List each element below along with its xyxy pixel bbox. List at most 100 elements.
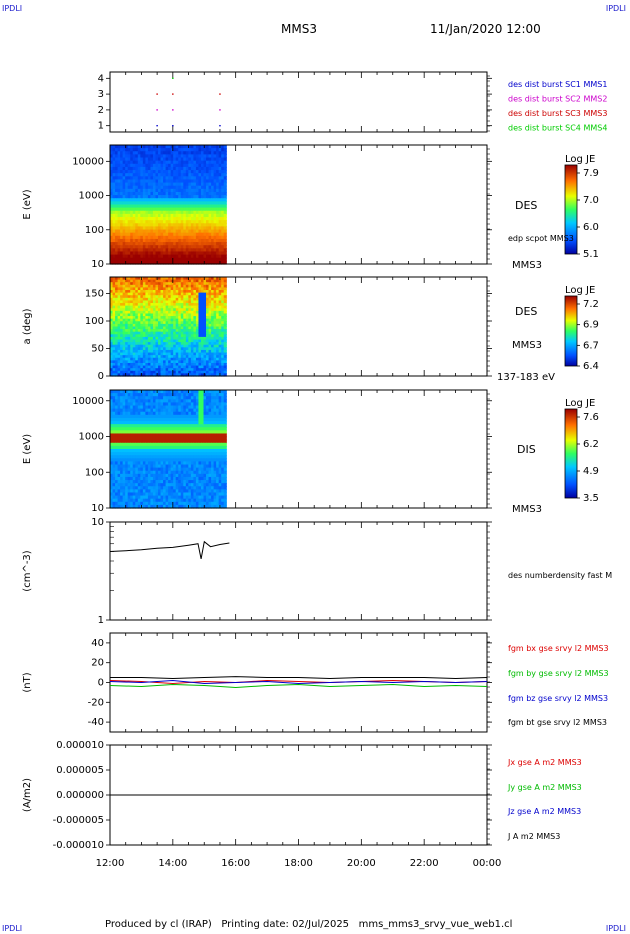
spectrogram-cell <box>117 188 121 193</box>
spectrogram-cell <box>178 310 182 315</box>
spectrogram-cell <box>221 316 225 320</box>
spectrogram-cell <box>142 223 146 228</box>
spectrogram-cell <box>147 352 152 356</box>
spectrogram-cell <box>216 339 220 343</box>
spectrogram-cell <box>125 305 129 309</box>
spectrogram-cell <box>152 235 157 240</box>
spectrogram-cell <box>117 467 121 472</box>
spectrogram-cell <box>178 331 182 335</box>
spectrogram-cell <box>183 303 187 307</box>
spectrogram-cell <box>188 251 192 256</box>
spectrogram-cell <box>195 284 200 289</box>
spectrogram-cell <box>112 145 116 149</box>
spectrogram-cell <box>160 310 164 315</box>
spectrogram-cell <box>170 452 174 456</box>
spectrogram-cell <box>185 223 189 228</box>
spectrogram-cell <box>183 368 187 372</box>
spectrogram-cell <box>125 303 129 307</box>
spectrogram-cell <box>195 195 200 199</box>
spectrogram-cell <box>127 414 131 419</box>
spectrogram-cell <box>137 185 141 190</box>
spectrogram-cell <box>137 396 141 400</box>
spectrogram-cell <box>216 396 220 400</box>
spectrogram-cell <box>142 355 146 359</box>
spectrogram-cell <box>208 455 212 459</box>
spectrogram-cell <box>190 433 194 438</box>
spectrogram-cell <box>221 352 225 356</box>
spectrogram-cell <box>170 316 174 320</box>
spectrogram-cell <box>163 305 167 309</box>
spectrogram-cell <box>127 157 131 162</box>
spectrogram-cell <box>188 360 192 364</box>
spectrogram-cell <box>130 458 134 463</box>
spectrogram-cell <box>165 305 169 309</box>
burst-marker <box>172 109 174 111</box>
spectrogram-cell <box>115 321 119 325</box>
spectrogram-cell <box>132 160 136 165</box>
spectrogram-cell <box>175 402 179 407</box>
spectrogram-cell <box>160 179 164 184</box>
spectrogram-cell <box>168 461 172 466</box>
spectrogram-cell <box>195 213 200 218</box>
spectrogram-cell <box>178 295 182 299</box>
spectrogram-cell <box>110 349 114 354</box>
panel-2-ytick-label: 100 <box>85 316 104 327</box>
spectrogram-cell <box>145 310 149 315</box>
spectrogram-cell <box>140 173 144 177</box>
spectrogram-cell <box>140 336 144 341</box>
spectrogram-cell <box>173 217 177 221</box>
spectrogram-cell <box>211 452 215 456</box>
spectrogram-cell <box>142 295 146 299</box>
spectrogram-cell <box>206 198 210 202</box>
spectrogram-cell <box>125 470 129 475</box>
spectrogram-cell <box>127 427 131 431</box>
spectrogram-cell <box>203 201 207 206</box>
spectrogram-cell <box>160 238 164 243</box>
spectrogram-cell <box>110 297 114 302</box>
spectrogram-cell <box>152 220 157 224</box>
spectrogram-cell <box>211 257 215 262</box>
spectrogram-cell <box>195 295 200 299</box>
spectrogram-cell <box>117 402 121 407</box>
spectrogram-cell <box>178 342 182 346</box>
spectrogram-cell <box>223 347 227 351</box>
spectrogram-cell <box>132 201 136 206</box>
spectrogram-cell <box>185 204 189 209</box>
spectrogram-cell <box>188 414 192 419</box>
spectrogram-cell <box>185 148 189 152</box>
spectrogram-cell <box>208 326 212 330</box>
spectrogram-cell <box>221 318 225 322</box>
spectrogram-cell <box>110 145 114 149</box>
spectrogram-cell <box>195 160 200 165</box>
spectrogram-cell <box>206 284 210 289</box>
spectrogram-cell <box>198 390 202 394</box>
spectrogram-cell <box>125 331 129 335</box>
spectrogram-cell <box>142 349 146 354</box>
spectrogram-cell <box>208 220 212 224</box>
spectrogram-cell <box>135 396 139 400</box>
spectrogram-cell <box>223 166 227 171</box>
spectrogram-cell <box>137 347 141 351</box>
spectrogram-cell <box>145 279 149 283</box>
spectrogram-cell <box>198 257 202 262</box>
spectrogram-cell <box>160 360 164 364</box>
spectrogram-cell <box>140 464 144 469</box>
spectrogram-cell <box>147 355 152 359</box>
spectrogram-cell <box>110 323 114 328</box>
spectrogram-cell <box>145 292 149 296</box>
spectrogram-cell <box>198 352 202 356</box>
spectrogram-cell <box>221 210 225 215</box>
panel-0-frame <box>109 71 488 133</box>
spectrogram-cell <box>152 455 157 459</box>
spectrogram-cell <box>211 201 215 206</box>
spectrogram-cell <box>150 344 154 348</box>
spectrogram-cell <box>132 360 136 364</box>
spectrogram-cell <box>218 226 222 231</box>
spectrogram-cell <box>165 232 169 237</box>
spectrogram-cell <box>180 245 184 249</box>
spectrogram-cell <box>140 411 144 416</box>
spectrogram-cell <box>125 160 129 165</box>
spectrogram-cell <box>180 226 184 231</box>
spectrogram-cell <box>142 195 146 199</box>
spectrogram-cell <box>120 461 124 466</box>
